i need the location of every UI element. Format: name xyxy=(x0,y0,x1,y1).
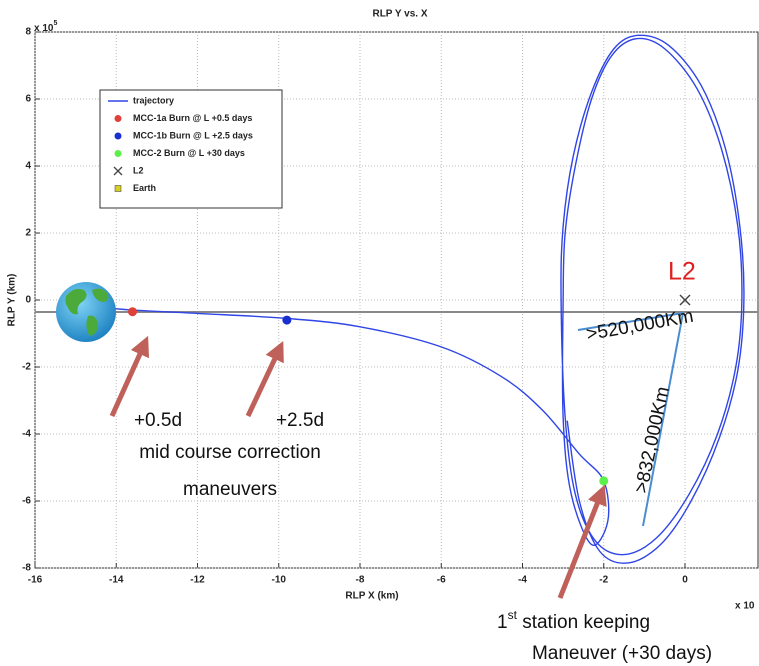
y-scale-base: x 10 xyxy=(34,23,54,34)
x-tick-label: -8 xyxy=(356,575,365,586)
x-tick-label: -4 xyxy=(518,575,527,586)
legend-swatch xyxy=(115,115,122,122)
burn-marker xyxy=(128,307,137,316)
y-scale-exponent: 5 xyxy=(53,20,57,27)
y-tick-label: -4 xyxy=(22,429,31,440)
x-tick-label: -6 xyxy=(437,575,446,586)
y-tick-label: 0 xyxy=(25,295,31,306)
y-axis-label: RLP Y (km) xyxy=(7,274,18,327)
annotation: L2 xyxy=(668,258,696,286)
legend-label: MCC-2 Burn @ L +30 days xyxy=(133,148,245,158)
annotation: +0.5d xyxy=(134,410,182,431)
x-tick-label: -14 xyxy=(109,575,124,586)
annotation-part: station keeping xyxy=(517,612,650,633)
x-tick-label: -10 xyxy=(272,575,287,586)
y-tick-label: -2 xyxy=(22,362,31,373)
legend-swatch xyxy=(115,150,122,157)
x-scale-label: x 10 xyxy=(735,601,755,612)
earth-icon xyxy=(56,282,116,342)
burn-marker xyxy=(282,316,291,325)
legend-label: MCC-1b Burn @ L +2.5 days xyxy=(133,130,253,140)
legend-swatch xyxy=(115,186,121,192)
chart-title: RLP Y vs. X xyxy=(372,9,427,20)
annotation: 1st station keeping xyxy=(497,608,650,633)
y-tick-label: -8 xyxy=(22,563,31,574)
y-tick-label: -6 xyxy=(22,496,31,507)
legend-label: MCC-1a Burn @ L +0.5 days xyxy=(133,113,252,123)
annotation: maneuvers xyxy=(183,479,277,500)
x-tick-label: -16 xyxy=(28,575,43,586)
burn-marker xyxy=(599,476,608,485)
y-tick-label: 6 xyxy=(25,94,31,105)
x-tick-label: 0 xyxy=(682,575,688,586)
y-tick-label: 2 xyxy=(25,228,31,239)
chart: RLP Y vs. X RLP X (km) RLP Y (km) x 105 … xyxy=(0,0,759,666)
annotation-part: 1 xyxy=(497,612,508,633)
y-tick-label: 8 xyxy=(25,27,31,38)
legend-swatch xyxy=(115,133,122,140)
x-tick-label: -12 xyxy=(190,575,205,586)
x-axis-label: RLP X (km) xyxy=(345,591,398,602)
legend-label: trajectory xyxy=(133,95,174,105)
annotation: mid course correction xyxy=(139,442,321,463)
x-tick-label: -2 xyxy=(599,575,608,586)
legend-label: L2 xyxy=(133,165,144,175)
y-tick-label: 4 xyxy=(25,161,31,172)
annotation: +2.5d xyxy=(276,410,324,431)
legend-label: Earth xyxy=(133,183,156,193)
annotation: Maneuver (+30 days) xyxy=(532,643,712,664)
